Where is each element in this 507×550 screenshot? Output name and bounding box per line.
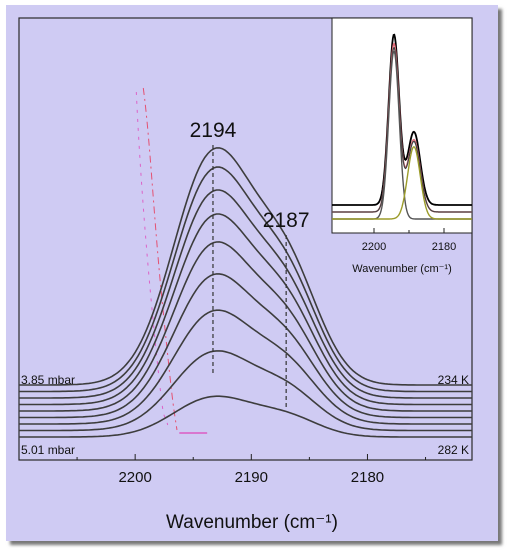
inset-fit-trace (332, 47, 472, 213)
main-x-tick-label: 2180 (351, 469, 384, 486)
spectrum-trace (19, 273, 472, 419)
main-x-ticks: 2200 2190 2180 (76, 454, 427, 486)
artifact-trace-magenta (135, 91, 169, 426)
spectrum-trace (19, 395, 472, 438)
label-bottom-left: 5.01 mbar (21, 443, 75, 457)
peak-label: 2194 (190, 119, 237, 142)
label-top-right: 234 K (438, 373, 469, 387)
inset-background (331, 17, 473, 234)
spectrum-trace (19, 147, 472, 386)
artifact-trace-red (142, 87, 178, 431)
main-series-group (19, 147, 472, 438)
main-x-tick-label: 2200 (118, 469, 151, 486)
spectrum-trace (19, 166, 472, 393)
main-x-tick-label: 2190 (235, 469, 268, 486)
inset-x-tick-label: 2180 (432, 241, 456, 253)
spectrum-trace (19, 241, 472, 412)
spectrum-trace (19, 189, 472, 399)
inset-x-tick-label: 2200 (362, 241, 386, 253)
main-artifact-traces (135, 87, 208, 434)
label-bottom-right: 282 K (438, 443, 469, 457)
label-top-left: 3.85 mbar (21, 373, 75, 387)
inset-series-group (332, 33, 472, 220)
spectrum-trace (19, 309, 472, 425)
inset-x-ticks: 2200 2180 (362, 228, 456, 253)
spectrum-trace (19, 350, 472, 432)
main-plot-border (18, 17, 473, 461)
peak-label: 2187 (263, 209, 310, 232)
inset-component-b-trace (332, 145, 472, 220)
inset-x-axis-label: Wavenumber (cm⁻¹) (352, 263, 452, 275)
main-peak-markers: 2194 2187 (190, 119, 310, 408)
main-x-axis-label: Wavenumber (cm⁻¹) (166, 512, 338, 533)
spectrum-trace (19, 213, 472, 406)
